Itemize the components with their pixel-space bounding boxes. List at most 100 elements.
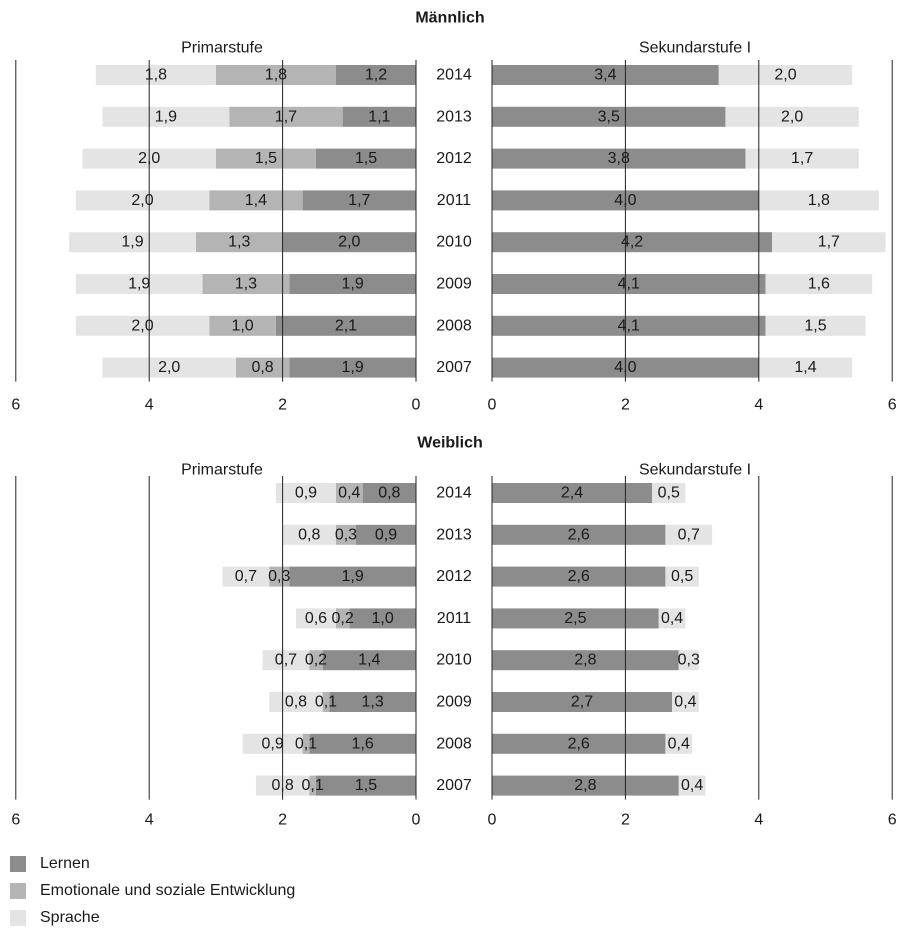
- bar-primar-emotional-2011-maennlich: [209, 190, 303, 211]
- tick-primar-4-maennlich: 4: [145, 397, 154, 414]
- value-label-primar-lernen-2008-maennlich: 2,1: [335, 317, 357, 334]
- legend-item-sprache: Sprache: [10, 904, 295, 931]
- legend-label-lernen: Lernen: [40, 854, 90, 872]
- value-label-primar-lernen-2011-maennlich: 1,7: [348, 192, 370, 209]
- bar-primar-sprache-2008-maennlich: [75, 315, 210, 336]
- year-label-2014-weiblich: 2014: [436, 485, 472, 502]
- value-label-primar-sprache-2014-maennlich: 1,8: [145, 67, 167, 84]
- value-label-primar-lernen-2011-weiblich: 1,0: [372, 610, 394, 627]
- value-label-sekundar-sprache-2008-weiblich: 0,4: [668, 735, 690, 752]
- bar-sekundar-lernen-2007-weiblich: [492, 775, 679, 796]
- bar-sekundar-lernen-2013-weiblich: [492, 524, 666, 545]
- legend-swatch-lernen: [10, 855, 26, 872]
- bar-primar-emotional-2008-weiblich: [302, 733, 310, 754]
- bar-primar-sprache-2010-weiblich: [262, 650, 310, 671]
- value-label-sekundar-sprache-2014-maennlich: 2,0: [774, 67, 796, 84]
- value-label-sekundar-lernen-2014-maennlich: 3,4: [594, 67, 616, 84]
- year-label-2008-weiblich: 2008: [436, 735, 472, 752]
- year-label-2008-maennlich: 2008: [436, 317, 472, 334]
- bar-sekundar-sprache-2012-weiblich: [665, 566, 699, 587]
- bar-primar-emotional-2011-weiblich: [335, 608, 350, 629]
- bar-primar-emotional-2014-weiblich: [335, 483, 363, 503]
- bar-primar-emotional-2012-maennlich: [215, 148, 316, 169]
- bar-sekundar-sprache-2010-weiblich: [678, 650, 699, 671]
- bar-primar-emotional-2012-weiblich: [269, 566, 290, 587]
- bar-primar-lernen-2007-maennlich: [289, 357, 416, 378]
- value-label-primar-lernen-2009-weiblich: 1,3: [362, 694, 384, 711]
- value-label-sekundar-lernen-2013-maennlich: 3,5: [598, 108, 620, 125]
- bar-sekundar-sprache-2011-maennlich: [758, 190, 879, 211]
- bar-primar-emotional-2013-weiblich: [335, 524, 356, 545]
- value-label-primar-lernen-2014-maennlich: 1,2: [365, 67, 387, 84]
- value-label-sekundar-lernen-2013-weiblich: 2,6: [568, 526, 590, 543]
- value-label-primar-emotional-2007-weiblich: 0,1: [301, 777, 323, 794]
- value-label-sekundar-sprache-2011-maennlich: 1,8: [808, 192, 830, 209]
- tick-sekundar-6-weiblich: 6: [888, 812, 897, 829]
- tick-primar-2-maennlich: 2: [278, 397, 287, 414]
- value-label-sekundar-lernen-2007-maennlich: 4,0: [614, 359, 636, 376]
- value-label-sekundar-lernen-2011-maennlich: 4,0: [614, 192, 636, 209]
- bar-sekundar-lernen-2009-weiblich: [492, 692, 673, 712]
- value-label-sekundar-sprache-2011-weiblich: 0,4: [661, 610, 683, 627]
- value-label-primar-lernen-2010-maennlich: 2,0: [338, 234, 360, 251]
- bar-primar-sprache-2012-weiblich: [222, 566, 270, 587]
- bar-primar-emotional-2007-weiblich: [309, 775, 316, 796]
- tick-primar-4-weiblich: 4: [145, 812, 154, 829]
- legend-item-lernen: Lernen: [10, 850, 295, 877]
- value-label-sekundar-lernen-2010-maennlich: 4,2: [621, 234, 643, 251]
- value-label-primar-lernen-2012-weiblich: 1,9: [342, 568, 364, 585]
- value-label-primar-emotional-2010-maennlich: 1,3: [228, 234, 250, 251]
- value-label-sekundar-lernen-2009-maennlich: 4,1: [618, 276, 640, 293]
- bar-primar-emotional-2010-weiblich: [309, 650, 323, 671]
- tick-primar-6-maennlich: 6: [11, 397, 20, 414]
- value-label-primar-emotional-2009-maennlich: 1,3: [235, 276, 257, 293]
- value-label-primar-sprache-2009-maennlich: 1,9: [128, 276, 150, 293]
- bar-sekundar-lernen-2013-maennlich: [492, 106, 726, 127]
- value-label-primar-sprache-2009-weiblich: 0,8: [285, 694, 307, 711]
- legend-swatch-emotional: [10, 882, 26, 899]
- value-label-primar-lernen-2013-weiblich: 0,9: [375, 526, 397, 543]
- value-label-sekundar-lernen-2012-weiblich: 2,6: [568, 568, 590, 585]
- value-label-primar-sprache-2010-maennlich: 1,9: [121, 234, 143, 251]
- value-label-primar-sprache-2012-weiblich: 0,7: [235, 568, 257, 585]
- year-label-2014-maennlich: 2014: [436, 67, 472, 84]
- bar-sekundar-sprache-2008-weiblich: [665, 733, 693, 754]
- value-label-primar-lernen-2010-weiblich: 1,4: [358, 652, 380, 669]
- year-label-2012-weiblich: 2012: [436, 568, 472, 585]
- tick-sekundar-6-maennlich: 6: [888, 397, 897, 414]
- bar-sekundar-lernen-2008-weiblich: [492, 733, 666, 754]
- year-label-2010-maennlich: 2010: [436, 234, 472, 251]
- value-label-sekundar-sprache-2009-weiblich: 0,4: [674, 694, 696, 711]
- bar-sekundar-lernen-2010-weiblich: [492, 650, 679, 671]
- value-label-primar-lernen-2012-maennlich: 1,5: [355, 150, 377, 167]
- value-label-primar-lernen-2013-maennlich: 1,1: [368, 108, 390, 125]
- year-label-2010-weiblich: 2010: [436, 652, 472, 669]
- panel-title-weiblich: Weiblich: [417, 435, 483, 452]
- chart-svg: Männlich Primarstufe Sekundarstufe I 6 4 2 0 0 2…: [11, 10, 897, 829]
- legend: Lernen Emotionale und soziale Entwicklun…: [10, 850, 295, 931]
- value-label-sekundar-sprache-2013-weiblich: 0,7: [678, 526, 700, 543]
- bar-primar-lernen-2009-maennlich: [289, 274, 416, 294]
- tick-primar-6-weiblich: 6: [11, 812, 20, 829]
- value-label-sekundar-sprache-2010-maennlich: 1,7: [818, 234, 840, 251]
- bar-primar-lernen-2010-maennlich: [282, 232, 416, 253]
- value-label-sekundar-lernen-2012-maennlich: 3,8: [608, 150, 630, 167]
- legend-item-emotional: Emotionale und soziale Entwicklung: [10, 877, 295, 904]
- tick-sekundar-2-weiblich: 2: [621, 812, 630, 829]
- value-label-primar-emotional-2009-weiblich: 0,1: [315, 694, 337, 711]
- bar-sekundar-sprache-2014-weiblich: [652, 483, 686, 503]
- year-label-2007-weiblich: 2007: [436, 777, 472, 794]
- bar-sekundar-sprache-2014-maennlich: [718, 65, 853, 85]
- bar-primar-sprache-2014-maennlich: [95, 65, 216, 85]
- value-label-primar-lernen-2007-weiblich: 1,5: [355, 777, 377, 794]
- bar-sekundar-sprache-2011-weiblich: [658, 608, 686, 629]
- bar-primar-lernen-2008-weiblich: [309, 733, 416, 754]
- subtitle-sekundarstufe-weiblich: Sekundarstufe I: [639, 462, 751, 479]
- value-label-primar-emotional-2011-maennlich: 1,4: [245, 192, 267, 209]
- tick-sekundar-4-weiblich: 4: [754, 812, 763, 829]
- year-label-2009-maennlich: 2009: [436, 276, 472, 293]
- value-label-primar-emotional-2008-weiblich: 0,1: [295, 735, 317, 752]
- bar-primar-lernen-2014-maennlich: [335, 65, 416, 85]
- bar-sekundar-sprache-2008-maennlich: [765, 315, 866, 336]
- value-label-sekundar-sprache-2010-weiblich: 0,3: [678, 652, 700, 669]
